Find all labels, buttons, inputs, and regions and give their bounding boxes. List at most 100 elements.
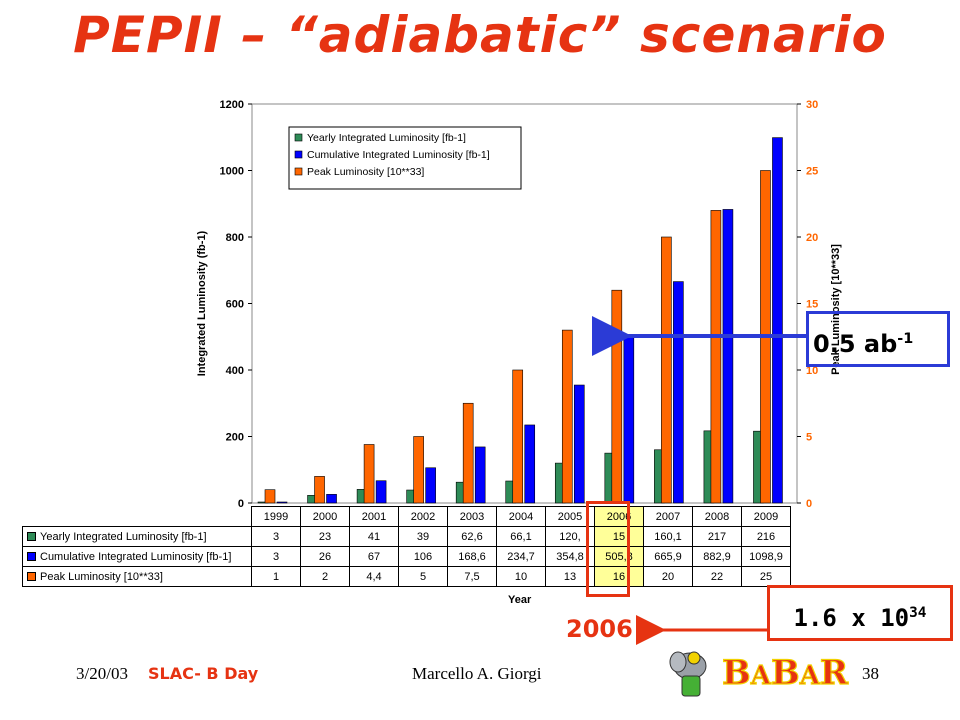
callout-05-box: 0.5 ab-1 (806, 311, 950, 367)
bar-peak-2004 (512, 369, 524, 504)
label-2006: 2006 (566, 615, 633, 643)
legend-swatch (294, 167, 303, 176)
y-axis-tick-label: 800 (226, 232, 244, 244)
table-cell: 160,1 (643, 526, 693, 547)
bar-cumulative-2000 (326, 494, 337, 504)
y-axis-title: Integrated Luminosity (fb-1) (196, 230, 208, 376)
table-cell: 15 (594, 526, 644, 547)
y2-axis-tick-label: 10 (806, 365, 818, 377)
data-table: 1999 2000 2001 2002 2003 2004 2005 2006 2007 2008… (22, 506, 791, 587)
bar-cumulative-2003 (474, 446, 486, 504)
table-cell: 106 (398, 546, 448, 567)
table-row-label: Peak Luminosity [10**33] (22, 566, 252, 587)
table-cell: 2 (300, 566, 350, 587)
table-header-row: 1999 2000 2001 2002 2003 2004 2005 2006 2007 2008… (23, 506, 791, 527)
table-cell: 10 (496, 566, 546, 587)
legend-entry: Cumulative Integrated Luminosity [fb-1] (307, 149, 490, 161)
legend-swatch (294, 150, 303, 159)
table-cell: 234,7 (496, 546, 546, 567)
table-row-label-text: Cumulative Integrated Luminosity [fb-1] (40, 550, 232, 563)
x-axis-title: Year (508, 594, 532, 606)
callout-16-box: 1.6 x 1034 (767, 585, 953, 641)
bar-peak-2002 (413, 436, 424, 504)
table-cell: 4,4 (349, 566, 399, 587)
table-header-cell: 1999 (251, 506, 301, 527)
bar-cumulative-2007 (673, 281, 684, 504)
table-row-label: Cumulative Integrated Luminosity [fb-1] (22, 546, 252, 567)
table-cell: 120, (545, 526, 595, 547)
y2-axis-tick-label: 0 (806, 498, 812, 510)
table-cell: 41 (349, 526, 399, 547)
bar-cumulative-2009 (772, 137, 783, 504)
bar-cumulative-2001 (375, 480, 387, 504)
table-cell: 665,9 (643, 546, 693, 567)
table-cell: 217 (692, 526, 742, 547)
table-row-swatch (27, 532, 36, 542)
bar-cumulative-2008 (722, 209, 734, 504)
footer-page-number: 38 (862, 664, 879, 683)
y-axis-tick-label: 200 (226, 432, 244, 444)
y-axis-tick-label: 1000 (220, 166, 244, 178)
bar-cumulative-1999 (276, 501, 288, 504)
bar-cumulative-2004 (524, 424, 536, 504)
table-cell: 13 (545, 566, 595, 587)
bar-cumulative-2006 (623, 334, 635, 504)
table-row-swatch (27, 552, 36, 562)
table-cell: 216 (741, 526, 791, 547)
table-row-swatch (27, 572, 36, 582)
table-row-label-text: Yearly Integrated Luminosity [fb-1] (40, 530, 207, 543)
y-axis-tick-label: 1200 (220, 99, 244, 111)
footer-date: 3/20/03 (76, 664, 128, 683)
callout-16-sup: 34 (909, 605, 927, 621)
table-cell: 1098,9 (741, 546, 791, 567)
bar-cumulative-2005 (573, 384, 585, 504)
table-header-cell: 2007 (643, 506, 693, 527)
table-row: Peak Luminosity [10**33] 1 2 4,4 5 7,5 10 13 16 2… (22, 566, 791, 587)
y2-axis-tick-label: 25 (806, 166, 818, 178)
y-axis-tick-label: 600 (226, 299, 244, 311)
footer-event: SLAC- B Day (148, 664, 259, 683)
table-cell: 25 (741, 566, 791, 587)
table-cell: 16 (594, 566, 644, 587)
table-header-cell: 2009 (741, 506, 791, 527)
table-cell: 23 (300, 526, 350, 547)
table-header-cell: 2006 (594, 506, 644, 527)
y2-axis-tick-label: 15 (806, 299, 818, 311)
table-cell: 39 (398, 526, 448, 547)
bar-peak-2008 (710, 210, 722, 504)
table-header-cell: 2000 (300, 506, 350, 527)
y2-axis-tick-label: 30 (806, 99, 818, 111)
legend-box (288, 126, 522, 190)
table-header-cell: 2003 (447, 506, 497, 527)
bar-peak-2001 (363, 444, 375, 504)
y2-axis-title: Peak Luminosity [10**33] (830, 244, 842, 375)
bar-peak-2000 (314, 476, 325, 504)
legend-swatch (294, 133, 303, 142)
table-cell: 26 (300, 546, 350, 567)
footer-author: Marcello A. Giorgi (412, 664, 542, 683)
bar-peak-2006 (611, 289, 623, 504)
table-cell: 3 (251, 526, 301, 547)
table-cell: 67 (349, 546, 399, 567)
table-cell: 7,5 (447, 566, 497, 587)
babar-logo: BABAR (669, 651, 849, 697)
table-header-cell: 2002 (398, 506, 448, 527)
table-cell: 882,9 (692, 546, 742, 567)
table-row: Cumulative Integrated Luminosity [fb-1] 3… (22, 546, 791, 567)
table-cell: 22 (692, 566, 742, 587)
bar-peak-2007 (661, 236, 672, 504)
table-cell: 20 (643, 566, 693, 587)
table-header-cell: 2004 (496, 506, 546, 527)
svg-text:BABAR: BABAR (722, 653, 849, 693)
table-header-cell: 2001 (349, 506, 399, 527)
bar-cumulative-2002 (425, 467, 436, 504)
table-row-label-text: Peak Luminosity [10**33] (40, 570, 163, 583)
table-cell: 3 (251, 546, 301, 567)
table-row: Yearly Integrated Luminosity [fb-1] 3 23 41… (22, 526, 791, 547)
legend-entry: Peak Luminosity [10**33] (307, 166, 424, 178)
bar-peak-1999 (264, 489, 276, 504)
table-row-label: Yearly Integrated Luminosity [fb-1] (22, 526, 252, 547)
bar-peak-2005 (561, 329, 573, 504)
table-corner-cell (23, 507, 252, 527)
legend-entry: Yearly Integrated Luminosity [fb-1] (307, 132, 466, 144)
